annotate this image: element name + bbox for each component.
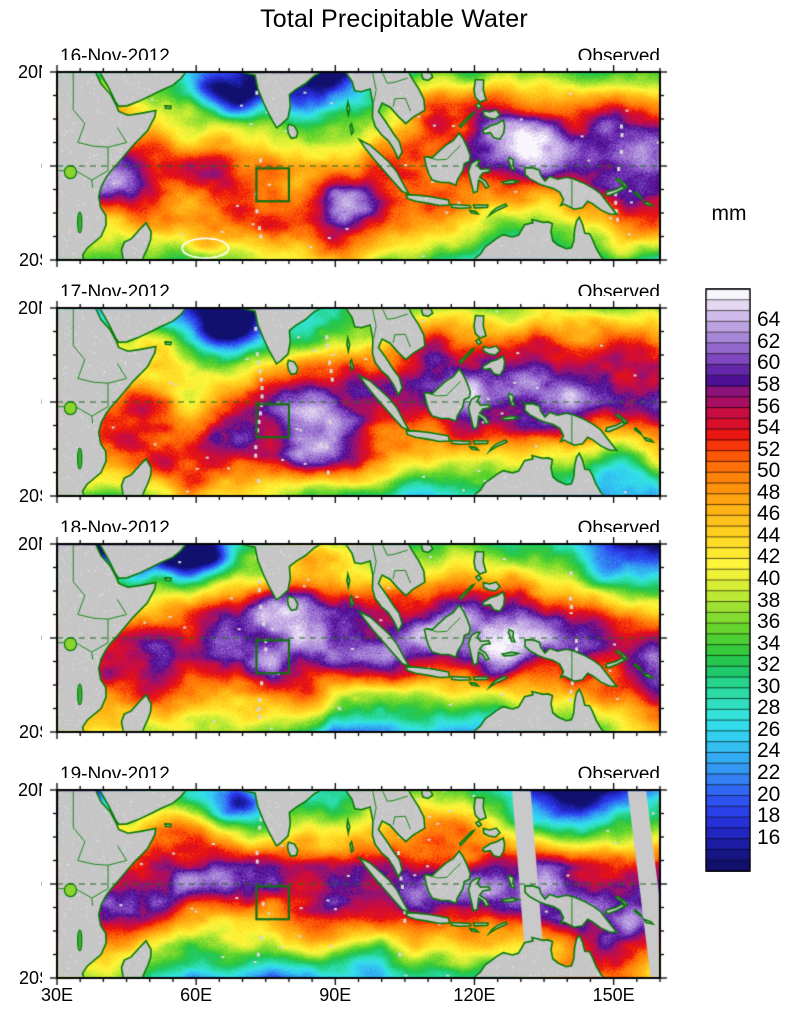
colorbar-tick-label: 58 — [757, 373, 781, 396]
colorbar-tick-label: 52 — [757, 438, 781, 461]
colorbar-tick-label: 32 — [757, 653, 781, 676]
colorbar-tick-label: 50 — [757, 459, 781, 482]
x-axis-tick-label: 60E — [180, 985, 213, 1005]
colorbar-tick-label: 60 — [757, 351, 781, 374]
colorbar-tick-label: 36 — [757, 610, 781, 633]
colorbar-tick-label: 56 — [757, 395, 781, 418]
colorbar-tick-label: 48 — [757, 481, 781, 504]
figure-title: Total Precipitable Water — [260, 5, 528, 33]
x-axis-labels: 30E 60E 90E 120E 150E — [0, 985, 788, 1009]
map-canvas — [42, 60, 675, 272]
colorbar-tick-label: 22 — [757, 761, 781, 784]
map-panel-1: 16-Nov-2012 Observed 20N 0 20S — [18, 46, 675, 272]
colorbar-tick-label: 46 — [757, 502, 781, 525]
colorbar-tick-label: 44 — [757, 524, 781, 547]
colorbar-tick-label: 64 — [757, 308, 781, 331]
map-canvas — [42, 532, 675, 744]
colorbar-tick-label: 38 — [757, 589, 781, 612]
colorbar-unit-label: mm — [711, 202, 747, 225]
colorbar-tick-label: 28 — [757, 696, 781, 719]
map-canvas — [42, 778, 675, 990]
colorbar-tick-label: 42 — [757, 545, 781, 568]
x-axis-tick-label: 150E — [592, 985, 635, 1005]
colorbar-tick-label: 26 — [757, 718, 781, 741]
colorbar-tick-label: 16 — [757, 826, 781, 849]
colorbar-tick-label: 20 — [757, 783, 781, 806]
map-panel-3: 18-Nov-2012 Observed 20N 0 20S — [18, 518, 675, 744]
map-panel-4: 19-Nov-2012 Observed 20N 0 20S — [18, 764, 675, 990]
colorbar-tick-label: 24 — [757, 739, 781, 762]
x-axis-tick-label: 30E — [40, 985, 74, 1005]
map-canvas — [42, 296, 675, 508]
colorbar-tick-label: 30 — [757, 675, 781, 698]
colorbar — [705, 288, 751, 872]
colorbar-tick-label: 54 — [757, 416, 781, 439]
x-axis-tick-label: 90E — [319, 985, 352, 1005]
x-axis-tick-label: 120E — [453, 985, 496, 1005]
colorbar-tick-label: 18 — [757, 804, 781, 827]
colorbar-tick-labels: 64 62 60 58 56 54 52 50 48 46 44 42 40 38 36 34 32 30 28 26… — [757, 0, 788, 1016]
colorbar-tick-label: 34 — [757, 632, 781, 655]
colorbar-tick-label: 40 — [757, 567, 781, 590]
colorbar-tick-label: 62 — [757, 330, 781, 353]
map-panel-2: 17-Nov-2012 Observed 20N 0 20S — [18, 282, 675, 508]
